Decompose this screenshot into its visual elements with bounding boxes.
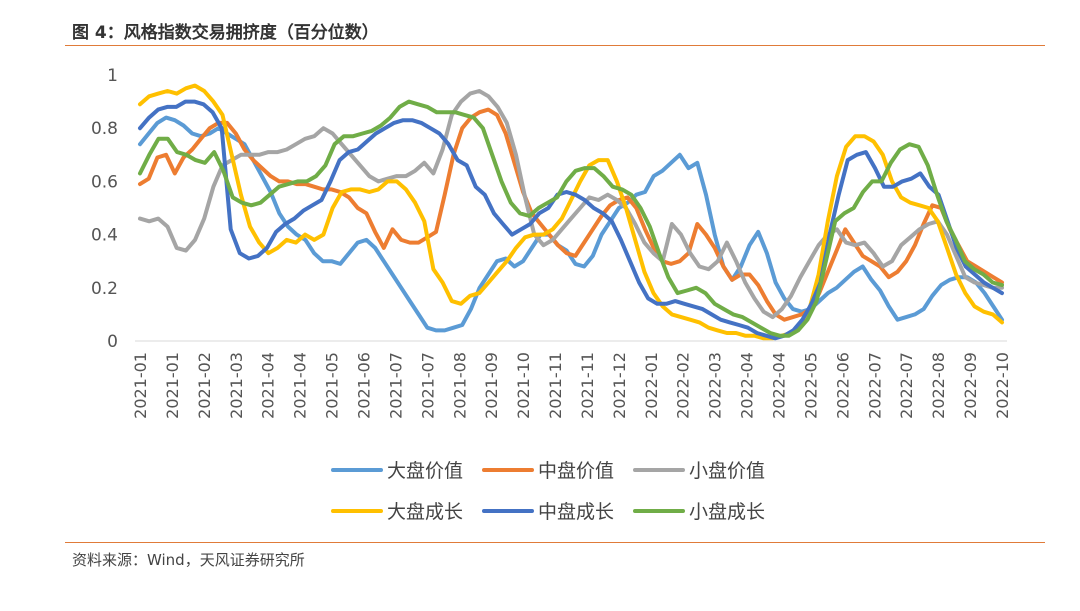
x-tick-label: 2021-07	[418, 352, 437, 419]
series-layer	[138, 83, 1004, 341]
x-tick-label: 2021-09	[482, 352, 501, 419]
series-line-5	[138, 99, 1004, 338]
series-line-1	[138, 107, 1004, 322]
x-tick-label: 2021-10	[514, 352, 533, 419]
x-tick-label: 2021-01	[131, 352, 150, 419]
source-note: 资料来源：Wind，天风证券研究所	[72, 551, 305, 569]
x-tick-label: 2021-04	[259, 352, 278, 419]
legend-label: 大盘价值	[387, 460, 463, 482]
source-divider	[65, 542, 1045, 543]
x-tick-label: 2021-04	[291, 352, 310, 419]
x-tick-label: 2021-01	[163, 352, 182, 419]
x-tick-label: 2022-03	[706, 352, 725, 419]
x-tick-label: 2021-07	[386, 352, 405, 419]
x-tick-label: 2022-02	[674, 352, 693, 419]
legend-label: 小盘价值	[689, 460, 765, 482]
page-title: 图 4：风格指数交易拥挤度（百分位数）	[72, 23, 379, 43]
y-tick-label: 1	[107, 66, 118, 86]
x-tick-label: 2022-07	[897, 352, 916, 419]
series-line-4	[138, 99, 1004, 341]
x-tick-label: 2021-03	[227, 352, 246, 419]
y-tick-label: 0	[107, 332, 118, 352]
series-line-0	[138, 115, 1004, 333]
y-tick-label: 0.4	[91, 226, 118, 246]
x-tick-label: 2022-08	[929, 352, 948, 419]
x-tick-label: 2021-12	[610, 352, 629, 419]
x-axis: 2021-01 2021-01 2021-02 2021-03 2021-04 2021-…	[131, 340, 1012, 419]
title-divider	[65, 45, 1045, 46]
x-tick-label: 2022-10	[993, 352, 1012, 419]
x-tick-label: 2022-04	[738, 352, 757, 419]
legend-label: 中盘成长	[538, 501, 614, 523]
x-tick-label: 2021-02	[195, 352, 214, 419]
x-tick-label: 2022-05	[801, 352, 820, 419]
x-tick-label: 2022-01	[642, 352, 661, 419]
x-tick-label: 2022-06	[833, 352, 852, 419]
x-tick-label: 2022-09	[961, 352, 980, 419]
y-tick-label: 0.2	[91, 279, 118, 299]
legend-label: 中盘价值	[538, 460, 614, 482]
x-tick-label: 2021-11	[546, 352, 565, 419]
x-tick-label: 2022-04	[770, 352, 789, 419]
series-line-2	[138, 89, 1004, 320]
y-tick-label: 0.6	[91, 172, 118, 192]
x-tick-label: 2021-08	[450, 352, 469, 419]
legend-label: 小盘成长	[689, 501, 765, 523]
x-tick-label: 2021-06	[354, 352, 373, 419]
x-tick-label: 2021-11	[578, 352, 597, 419]
x-tick-label: 2021-05	[323, 352, 342, 419]
x-tick-label: 2022-07	[865, 352, 884, 419]
y-tick-label: 0.8	[91, 119, 118, 139]
y-axis: 0 0.2 0.4 0.6 0.8 1	[91, 66, 118, 352]
series-line-3	[138, 83, 1004, 341]
legend-label: 大盘成长	[387, 501, 463, 523]
